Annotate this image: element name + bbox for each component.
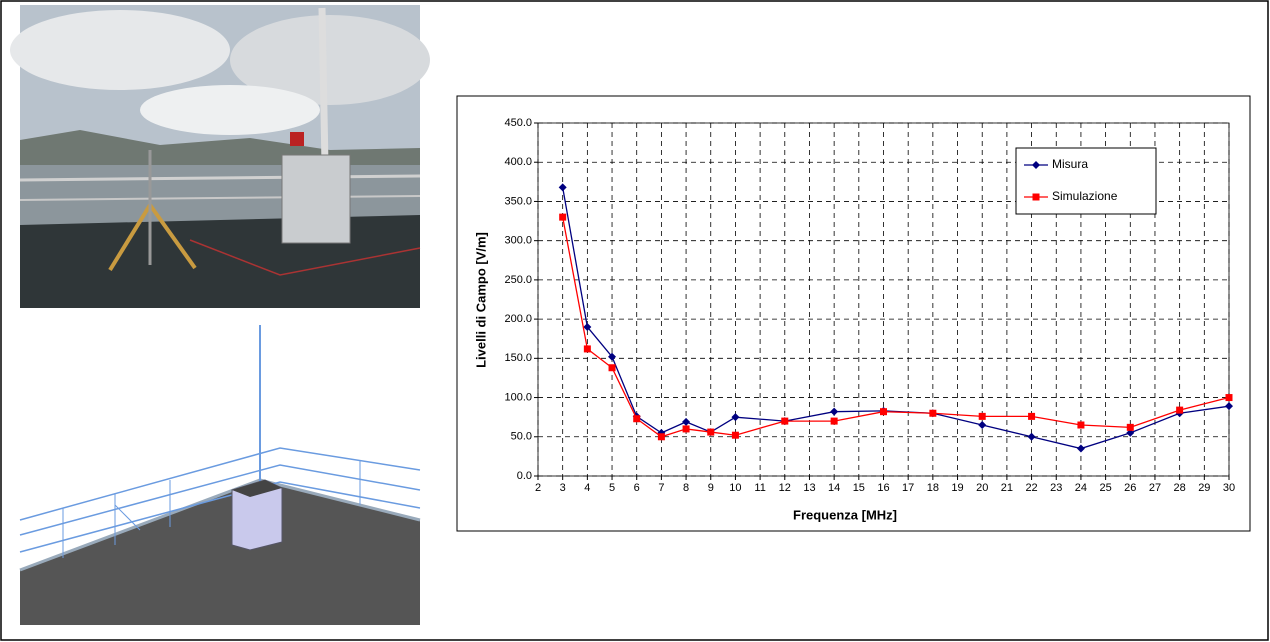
x-tick-label: 4 xyxy=(584,482,590,494)
marker xyxy=(880,408,887,415)
model-render xyxy=(20,320,420,625)
x-tick-label: 5 xyxy=(609,482,615,494)
y-tick-label: 150.0 xyxy=(504,352,532,364)
legend-label: Misura xyxy=(1052,157,1088,171)
y-tick-label: 350.0 xyxy=(504,195,532,207)
marker xyxy=(707,429,714,436)
marker xyxy=(1176,407,1183,414)
figure: 0.0 50.0 100.0 150.0 200.0 250.0 300.0 350.0 400… xyxy=(0,0,1270,642)
marker xyxy=(1127,424,1134,431)
x-tick-label: 10 xyxy=(729,482,741,494)
marker xyxy=(831,418,838,425)
x-tick-label: 20 xyxy=(976,482,988,494)
marker xyxy=(658,433,665,440)
x-tick-label: 30 xyxy=(1223,482,1235,494)
marker xyxy=(1028,413,1035,420)
marker xyxy=(929,410,936,417)
x-tick-label: 22 xyxy=(1025,482,1037,494)
marker xyxy=(979,413,986,420)
marker xyxy=(559,214,566,221)
y-tick-label: 50.0 xyxy=(511,431,532,443)
x-tick-label: 9 xyxy=(708,482,714,494)
y-tick-label: 100.0 xyxy=(504,391,532,403)
x-tick-label: 2 xyxy=(535,482,541,494)
x-tick-label: 26 xyxy=(1124,482,1136,494)
x-tick-label: 24 xyxy=(1075,482,1087,494)
y-axis-label: Livelli di Campo [V/m] xyxy=(473,232,488,368)
marker xyxy=(1077,422,1084,429)
marker xyxy=(584,345,591,352)
x-tick-label: 27 xyxy=(1149,482,1161,494)
x-tick-label: 7 xyxy=(658,482,664,494)
x-tick-label: 6 xyxy=(634,482,640,494)
x-tick-label: 16 xyxy=(877,482,889,494)
marker xyxy=(1033,194,1040,201)
marker xyxy=(732,432,739,439)
x-tick-label: 25 xyxy=(1099,482,1111,494)
marker xyxy=(1226,394,1233,401)
x-tick-label: 18 xyxy=(927,482,939,494)
x-tick-label: 8 xyxy=(683,482,689,494)
x-tick-label: 23 xyxy=(1050,482,1062,494)
y-tick-label: 400.0 xyxy=(504,156,532,168)
marker xyxy=(781,418,788,425)
marker xyxy=(683,425,690,432)
marker xyxy=(609,364,616,371)
x-tick-label: 15 xyxy=(853,482,865,494)
x-tick-label: 19 xyxy=(951,482,963,494)
x-tick-label: 11 xyxy=(754,482,765,494)
y-tick-label: 450.0 xyxy=(504,117,532,129)
photo xyxy=(10,5,430,308)
x-tick-label: 29 xyxy=(1198,482,1210,494)
y-tick-label: 0.0 xyxy=(517,470,532,482)
x-tick-label: 12 xyxy=(779,482,791,494)
x-tick-label: 21 xyxy=(1001,482,1013,494)
legend-label: Simulazione xyxy=(1052,189,1118,203)
y-tick-label: 300.0 xyxy=(504,235,532,247)
x-tick-label: 14 xyxy=(828,482,840,494)
x-tick-label: 28 xyxy=(1174,482,1186,494)
marker xyxy=(633,415,640,422)
x-tick-label: 13 xyxy=(803,482,815,494)
y-tick-label: 200.0 xyxy=(504,313,532,325)
x-tick-label: 3 xyxy=(560,482,566,494)
y-tick-label: 250.0 xyxy=(504,274,532,286)
x-tick-label: 17 xyxy=(902,482,914,494)
x-axis-label: Frequenza [MHz] xyxy=(793,507,897,522)
